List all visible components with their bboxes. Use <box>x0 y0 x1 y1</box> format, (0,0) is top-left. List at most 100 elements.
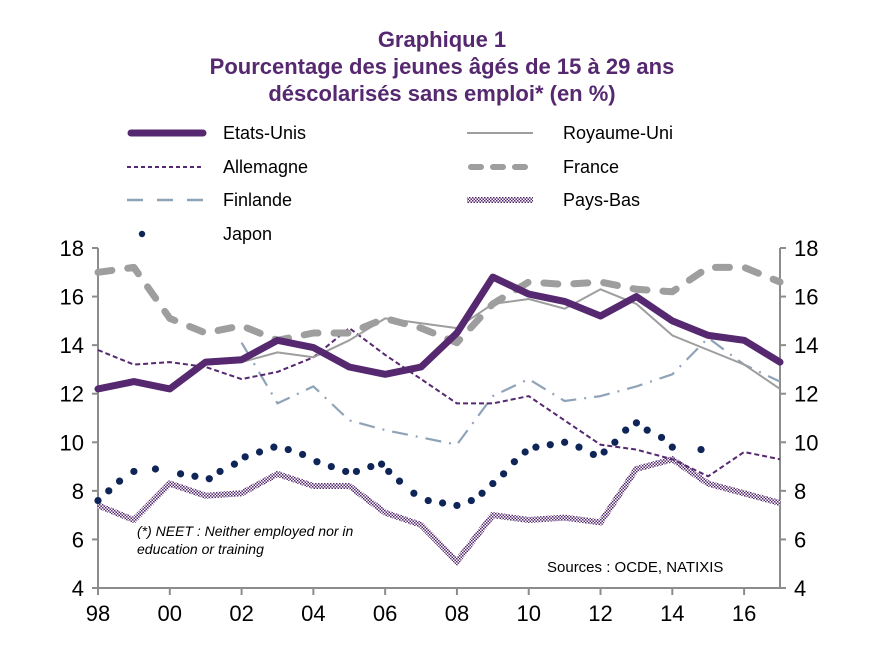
legend-label-japon: Japon <box>223 223 273 244</box>
data-point-japon <box>438 499 447 507</box>
y-tick-label-left: 10 <box>60 430 84 455</box>
legend-swatch-allemagne <box>127 166 203 168</box>
legend-swatch-pays-bas <box>467 197 533 203</box>
y-tick-label-right: 10 <box>794 430 818 455</box>
data-point-japon <box>589 450 597 459</box>
data-point-japon <box>385 467 393 476</box>
x-tick-label: 14 <box>660 601 684 626</box>
series-finlande <box>240 336 781 446</box>
data-point-japon <box>352 467 361 476</box>
legend-label-allemagne: Allemagne <box>223 156 309 177</box>
legend-item-pays-bas: Pays-Bas <box>463 188 640 212</box>
legend-swatch-royaume-uni <box>467 132 533 134</box>
data-point-japon <box>467 496 475 505</box>
x-tick-label: 02 <box>229 601 253 626</box>
chart-subtitle-line1: Pourcentage des jeunes âgés de 15 à 29 a… <box>209 54 675 79</box>
data-point-japon <box>521 448 529 456</box>
x-tick-label: 04 <box>301 601 325 626</box>
data-point-japon <box>230 460 238 468</box>
data-point-japon <box>668 443 676 451</box>
y-tick-label-left: 18 <box>60 236 84 261</box>
legend-label-finlande: Finlande <box>223 189 293 210</box>
data-point-japon <box>377 460 386 468</box>
series-line-pays-bas <box>96 456 781 566</box>
x-tick-label: 10 <box>516 601 540 626</box>
legend-item-france: France <box>463 155 619 179</box>
data-point-japon <box>611 438 619 446</box>
legend-label-pays-bas: Pays-Bas <box>563 189 641 210</box>
data-point-japon <box>241 453 249 461</box>
series-line-finlande <box>240 336 781 446</box>
y-tick-label-left: 12 <box>60 382 84 407</box>
x-tick-label: 00 <box>158 601 182 626</box>
data-point-japon <box>478 489 486 497</box>
data-point-japon <box>191 472 199 480</box>
data-point-japon <box>284 445 292 454</box>
y-tick-label-left: 6 <box>72 527 84 552</box>
data-point-japon <box>130 467 138 476</box>
series-france <box>94 263 784 347</box>
data-point-japon <box>697 445 705 454</box>
legend-item-etats-unis: Etats-Unis <box>127 121 306 145</box>
data-point-japon <box>151 465 160 473</box>
neet-footnote: (*) NEET : Neither employed nor in educa… <box>137 522 353 558</box>
legend-item-finlande: Finlande <box>127 188 292 212</box>
data-point-japon <box>94 496 102 505</box>
data-point-japon <box>176 470 185 478</box>
source-note: Sources : OCDE, NATIXIS <box>547 559 724 576</box>
data-point-japon <box>367 462 375 471</box>
data-point-japon <box>500 470 508 478</box>
legend-swatch-finlande <box>127 198 203 202</box>
data-point-japon <box>216 467 224 476</box>
data-point-japon <box>342 467 350 476</box>
data-point-japon <box>632 419 641 427</box>
data-point-japon <box>453 501 461 510</box>
series-japon <box>94 419 705 510</box>
data-point-japon <box>327 462 335 471</box>
chart-title: Graphique 1 <box>377 27 507 52</box>
data-point-japon <box>489 479 497 488</box>
series-line-etats-unis <box>94 273 784 393</box>
y-tick-label-right: 18 <box>794 236 818 261</box>
y-tick-label-right: 6 <box>794 527 806 552</box>
data-point-japon <box>410 489 418 497</box>
data-point-japon <box>313 458 321 466</box>
x-tick-label: 98 <box>86 601 110 626</box>
y-tick-label-left: 14 <box>60 333 84 358</box>
data-point-japon <box>657 433 666 442</box>
data-point-japon <box>205 475 213 483</box>
y-tick-label-left: 16 <box>60 285 84 310</box>
series-pays-bas <box>96 456 781 566</box>
data-point-japon <box>622 426 630 434</box>
chart-subtitle-line2: déscolarisés sans emploi* (en %) <box>268 81 616 106</box>
data-point-japon <box>510 458 518 466</box>
y-tick-label-right: 4 <box>794 576 806 601</box>
legend-label-royaume-uni: Royaume-Uni <box>563 122 674 143</box>
series-allemagne <box>97 327 781 478</box>
series-etats-unis <box>94 273 784 393</box>
data-point-japon <box>532 443 540 451</box>
legend-item-royaume-uni: Royaume-Uni <box>463 121 673 145</box>
y-tick-label-right: 8 <box>794 479 806 504</box>
neet-footnote-line2: education or training <box>137 541 264 557</box>
legend-swatch-france <box>468 164 536 170</box>
data-point-japon <box>270 443 278 451</box>
data-point-japon <box>600 448 608 456</box>
data-point-japon <box>561 438 569 446</box>
data-point-japon <box>546 441 554 449</box>
x-tick-label: 16 <box>732 601 756 626</box>
y-tick-label-right: 12 <box>794 382 818 407</box>
legend-item-japon: Japon <box>127 222 272 246</box>
y-tick-label-left: 8 <box>72 479 84 504</box>
data-point-japon <box>105 487 113 495</box>
legend-swatch-japon <box>138 230 146 238</box>
y-tick-label-right: 16 <box>794 285 818 310</box>
neet-footnote-line1: (*) NEET : Neither employed nor in <box>137 523 354 539</box>
legend-item-allemagne: Allemagne <box>127 155 308 179</box>
data-point-japon <box>395 477 404 485</box>
data-point-japon <box>115 477 124 485</box>
series-line-france <box>94 263 784 347</box>
y-tick-label-right: 14 <box>794 333 818 358</box>
data-point-japon <box>424 496 432 505</box>
